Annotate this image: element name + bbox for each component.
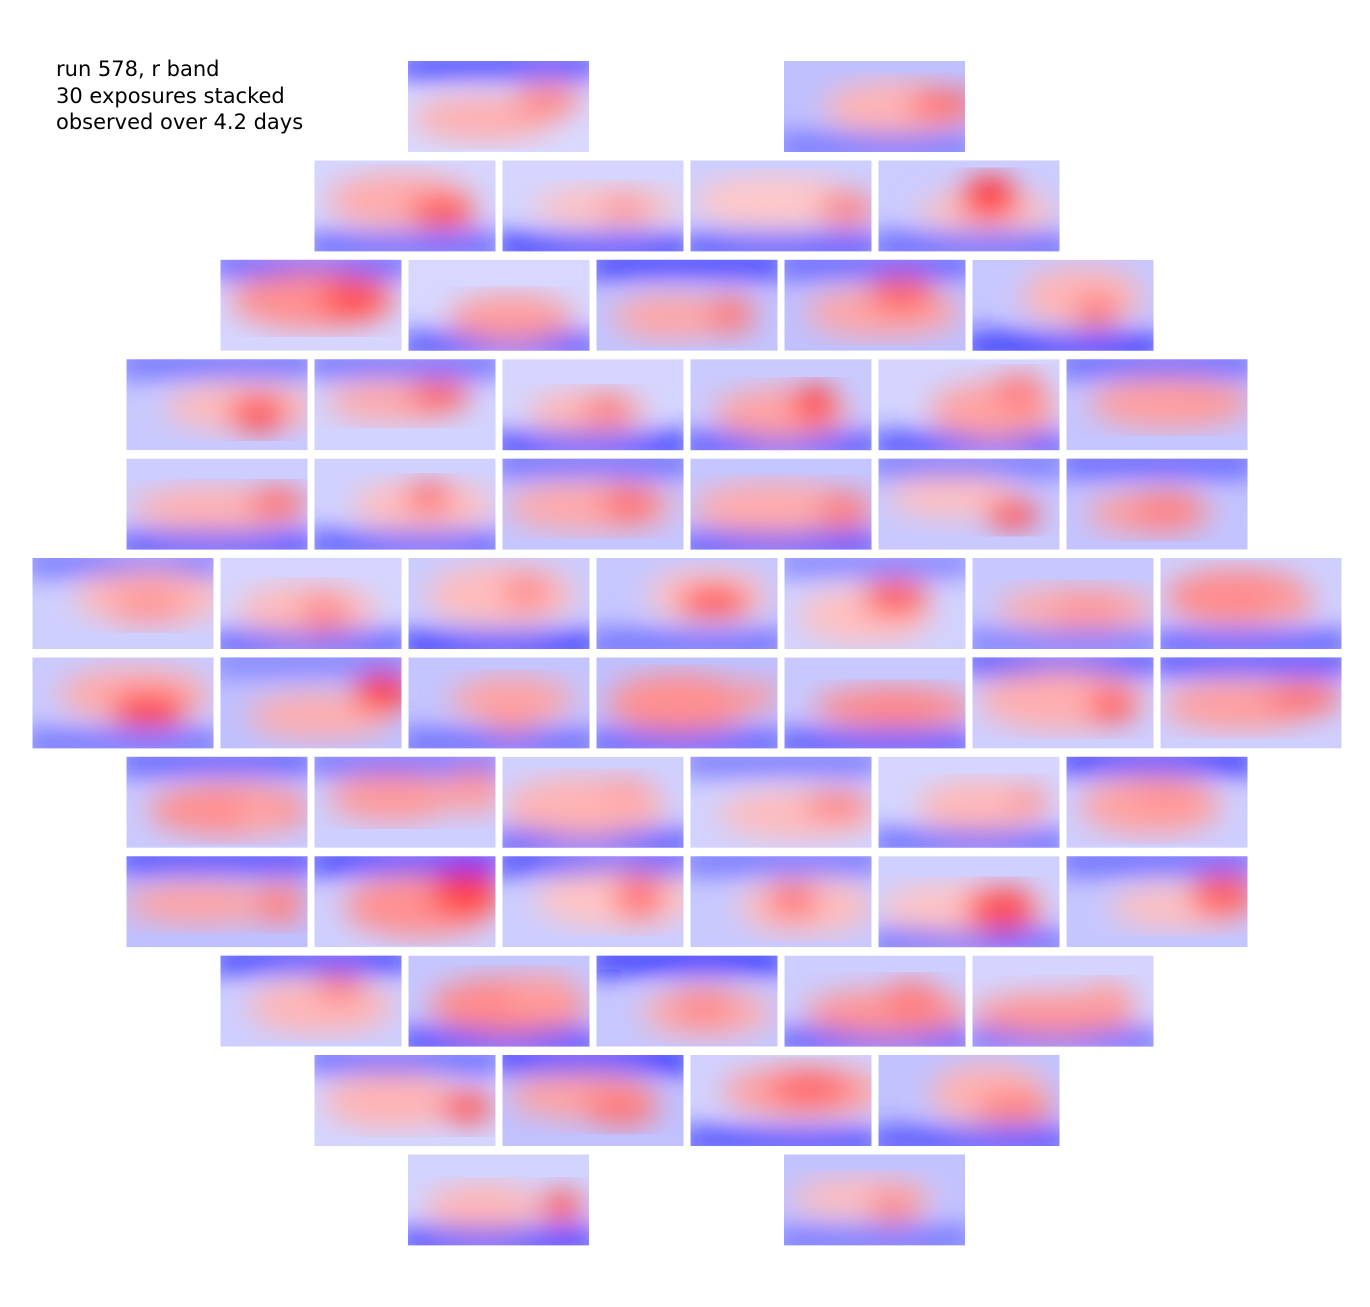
ccd-tile	[408, 259, 590, 351]
ccd-tile	[32, 558, 214, 649]
ccd-tile	[408, 61, 589, 152]
ccd-tile	[220, 657, 402, 749]
ccd-tile	[220, 558, 402, 649]
ccd-tile	[502, 160, 684, 252]
ccd-tile	[408, 1154, 589, 1246]
ccd-tile	[690, 1055, 872, 1146]
ccd-tile	[1160, 558, 1342, 649]
ccd-tile	[878, 856, 1060, 948]
ccd-tile	[878, 458, 1060, 550]
ccd-tile	[126, 856, 308, 948]
ccd-tile	[126, 359, 308, 451]
ccd-tile	[408, 558, 590, 649]
ccd-tile	[314, 1055, 496, 1146]
ccd-tile	[596, 558, 778, 649]
ccd-tile	[596, 657, 778, 749]
ccd-tile	[784, 955, 966, 1047]
ccd-tile	[972, 657, 1154, 749]
ccd-tile	[220, 955, 402, 1047]
run-annotation: run 578, r band 30 exposures stacked obs…	[56, 56, 303, 136]
ccd-tile	[126, 458, 308, 550]
ccd-tile	[408, 657, 590, 749]
ccd-tile	[126, 756, 308, 848]
ccd-tile	[1066, 359, 1248, 451]
ccd-tile	[314, 458, 496, 550]
ccd-tile	[220, 259, 402, 351]
ccd-tile	[690, 160, 872, 252]
ccd-tile	[408, 955, 590, 1047]
annotation-exposures: 30 exposures stacked	[56, 83, 285, 108]
ccd-tile	[972, 259, 1154, 351]
ccd-tile	[314, 856, 496, 948]
ccd-tile	[1160, 657, 1342, 749]
ccd-tile	[314, 756, 496, 848]
ccd-tile	[690, 359, 872, 451]
ccd-tile	[784, 657, 966, 749]
ccd-tile	[32, 657, 214, 749]
ccd-tile	[784, 61, 965, 152]
ccd-tile	[502, 1055, 684, 1146]
ccd-tile	[1066, 856, 1248, 948]
ccd-tile	[690, 458, 872, 550]
ccd-tile	[314, 359, 496, 451]
ccd-tile	[972, 955, 1154, 1047]
ccd-tile	[502, 756, 684, 848]
ccd-tile	[784, 558, 966, 649]
annotation-duration: observed over 4.2 days	[56, 110, 304, 134]
ccd-tile	[596, 955, 778, 1047]
ccd-tile	[690, 856, 872, 948]
ccd-tile	[972, 558, 1154, 649]
annotation-run-band: run 578, r band	[56, 57, 220, 81]
ccd-tile	[1066, 458, 1248, 550]
ccd-tile	[690, 756, 872, 848]
ccd-tile	[502, 359, 684, 451]
ccd-tile	[878, 359, 1060, 451]
ccd-tile	[878, 160, 1060, 252]
ccd-tile	[878, 756, 1060, 848]
ccd-tile	[596, 259, 778, 351]
ccd-tile	[878, 1055, 1060, 1146]
ccd-tile	[314, 160, 496, 252]
ccd-tile	[502, 458, 684, 550]
ccd-tile	[784, 259, 966, 351]
ccd-tile	[1066, 756, 1248, 848]
ccd-tile	[784, 1154, 965, 1246]
ccd-tile	[502, 856, 684, 948]
